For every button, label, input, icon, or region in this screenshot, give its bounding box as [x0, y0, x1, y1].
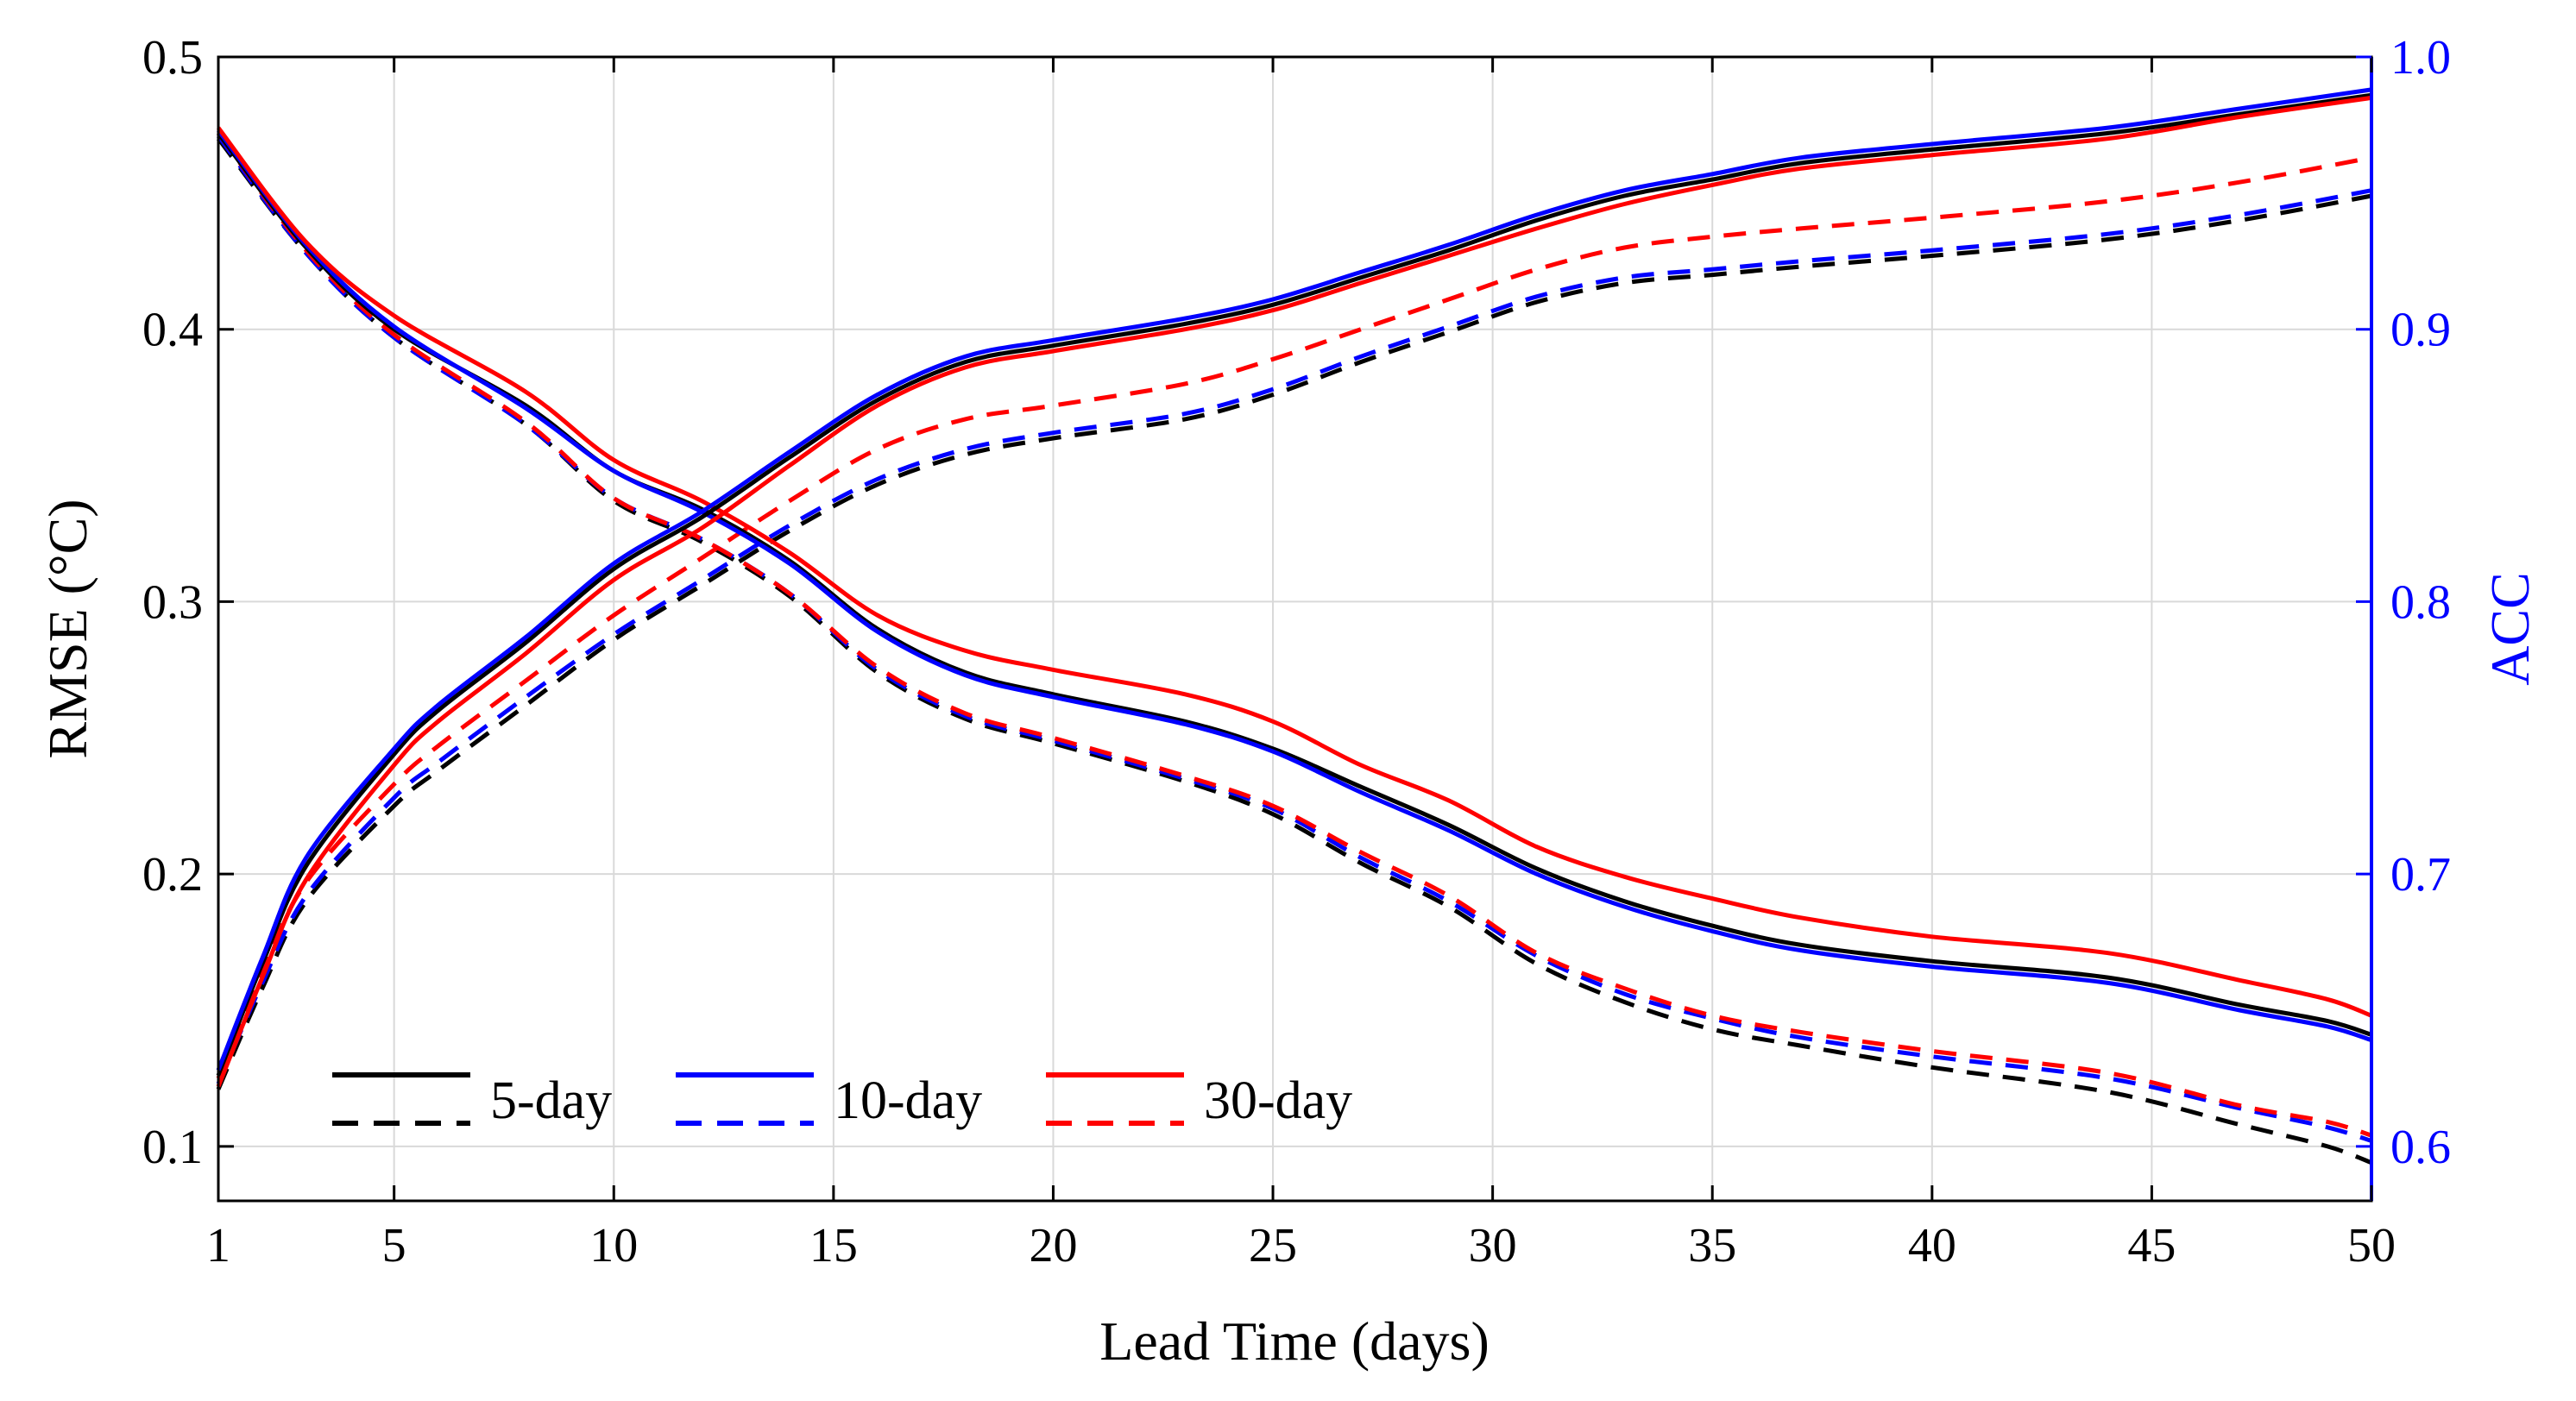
- series-line-30-day-acc-solid: [216, 95, 2372, 1088]
- series-layer: [216, 87, 2372, 1165]
- x-axis-title: Lead Time (days): [1099, 1310, 1490, 1372]
- y-right-tick-label: 1.0: [2390, 31, 2451, 85]
- y-axis-right: 0.6 0.7 0.8 0.9 1.0: [2356, 31, 2451, 1174]
- y-left-tick-label: 0.4: [142, 304, 203, 357]
- x-tick-label: 35: [1688, 1219, 1736, 1272]
- y-axis-left-title: RMSE (°C): [37, 499, 98, 758]
- x-tick-label: 10: [589, 1219, 638, 1272]
- y-left-tick-label: 0.5: [142, 31, 203, 85]
- series-line-5-day-rmse-dashed: [217, 137, 2372, 1165]
- y-left-tick-label: 0.2: [142, 848, 203, 902]
- x-tick-label: 40: [1908, 1219, 1956, 1272]
- x-tick-label: 45: [2127, 1219, 2176, 1272]
- x-tick-label: 25: [1249, 1219, 1297, 1272]
- series-line-10-day-rmse-dashed: [217, 135, 2372, 1143]
- x-axis: 1 5 10 15 20 25 30 35 40 45 50: [206, 57, 2396, 1272]
- series-line-10-day-acc-solid: [216, 87, 2372, 1071]
- series-line-5-day-acc-dashed: [216, 193, 2372, 1090]
- y-axis-right-title: ACC: [2479, 572, 2541, 686]
- legend-30-day-label: 30-day: [1204, 1071, 1352, 1130]
- y-right-tick-label: 0.7: [2390, 848, 2451, 902]
- x-tick-label: 30: [1469, 1219, 1517, 1272]
- x-tick-label: 5: [382, 1219, 406, 1272]
- y-right-tick-label: 0.6: [2390, 1121, 2451, 1174]
- y-right-tick-label: 0.8: [2390, 575, 2451, 629]
- y-left-tick-label: 0.3: [142, 575, 203, 629]
- series-line-30-day-rmse-dashed: [217, 131, 2372, 1138]
- series-line-30-day-rmse-solid: [217, 126, 2372, 1018]
- x-tick-label: 50: [2347, 1219, 2396, 1272]
- series-line-30-day-acc-dashed: [216, 155, 2372, 1079]
- x-tick-label: 1: [206, 1219, 230, 1272]
- legend: 5-day 10-day 30-day: [332, 1071, 1352, 1130]
- y-axis-left: 0.1 0.2 0.3 0.4 0.5: [142, 31, 234, 1174]
- legend-5-day-label: 5-day: [490, 1071, 612, 1130]
- y-left-tick-label: 0.1: [142, 1121, 203, 1174]
- series-line-10-day-acc-dashed: [216, 188, 2372, 1085]
- x-tick-label: 15: [809, 1219, 858, 1272]
- x-tick-label: 20: [1029, 1219, 1077, 1272]
- series-line-5-day-acc-solid: [216, 92, 2372, 1077]
- series-line-10-day-rmse-solid: [217, 129, 2372, 1043]
- legend-10-day-label: 10-day: [834, 1071, 982, 1130]
- y-right-tick-label: 0.9: [2390, 304, 2451, 357]
